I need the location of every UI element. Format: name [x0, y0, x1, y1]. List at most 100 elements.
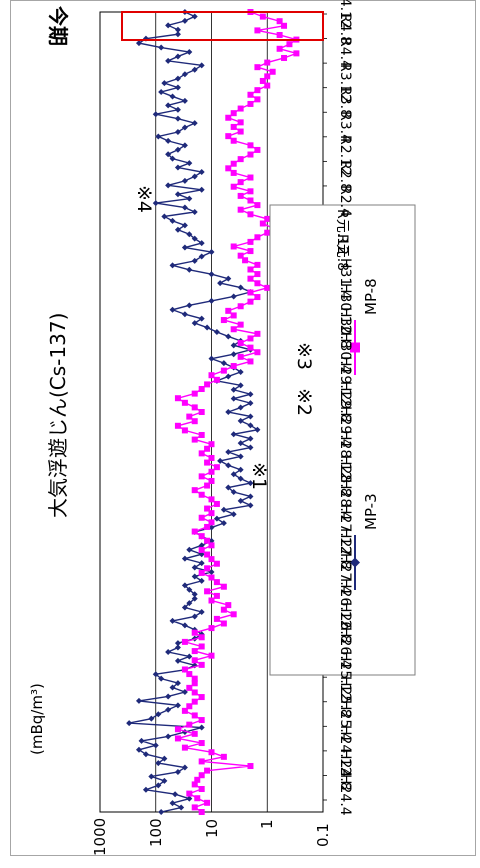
data-point: [138, 737, 145, 744]
data-point: [217, 280, 224, 287]
data-point: [208, 297, 215, 304]
data-point: [230, 169, 237, 176]
legend-marker-mp-3: [350, 557, 360, 568]
data-point: [237, 156, 244, 163]
data-point: [198, 253, 205, 260]
data-point: [186, 302, 193, 309]
data-point: [142, 786, 149, 793]
data-point: [126, 720, 133, 727]
data-point: [198, 542, 205, 549]
data-point: [247, 174, 254, 181]
data-point: [208, 749, 215, 756]
legend-label-mp8: MP-8: [362, 278, 380, 315]
data-point: [237, 303, 244, 310]
data-point: [191, 173, 198, 180]
data-point: [220, 506, 227, 513]
y-axis-unit-label: (mBq/m³): [28, 683, 46, 755]
data-point: [198, 786, 205, 793]
data-point: [198, 609, 205, 615]
data-point: [194, 776, 201, 783]
data-point: [269, 68, 276, 75]
data-point: [191, 689, 198, 696]
data-point: [191, 712, 198, 719]
data-point: [208, 372, 215, 379]
data-point: [191, 730, 198, 737]
data-point: [158, 675, 165, 682]
data-point: [247, 763, 254, 770]
data-point: [186, 600, 193, 607]
data-point: [208, 625, 215, 632]
data-point: [208, 510, 215, 517]
data-point: [247, 391, 254, 398]
data-point: [186, 195, 193, 202]
data-point: [208, 441, 215, 448]
data-point: [264, 284, 271, 291]
data-point: [158, 89, 165, 95]
data-point: [254, 426, 261, 433]
data-point: [186, 413, 193, 420]
data-point: [247, 493, 254, 500]
data-point: [230, 312, 237, 319]
data-point: [225, 275, 232, 282]
data-point: [254, 271, 261, 278]
data-point: [186, 721, 193, 728]
data-point: [204, 381, 211, 388]
data-point: [247, 422, 254, 429]
data-point: [237, 497, 244, 504]
data-point: [148, 715, 155, 722]
data-point: [198, 62, 205, 69]
data-point: [247, 238, 254, 245]
current-period-highlight: [121, 11, 324, 41]
data-point: [254, 294, 261, 301]
data-point: [191, 698, 198, 705]
data-point: [237, 453, 244, 460]
x-tick-label: R4.12: [337, 0, 353, 29]
data-point: [293, 50, 300, 57]
data-point: [254, 202, 261, 209]
data-point: [247, 444, 254, 451]
data-point: [198, 431, 205, 438]
data-point: [181, 204, 188, 211]
data-point: [191, 418, 198, 425]
data-point: [155, 760, 162, 767]
data-point: [237, 206, 244, 213]
data-point: [191, 257, 198, 264]
data-point: [204, 537, 211, 544]
data-point: [198, 809, 205, 815]
data-point: [276, 18, 283, 25]
data-point: [174, 146, 181, 153]
data-point: [225, 307, 232, 314]
data-point: [204, 482, 211, 489]
y-tick-label: 100: [146, 818, 165, 847]
data-point: [230, 342, 237, 349]
data-point: [204, 799, 211, 806]
data-point: [237, 105, 244, 112]
data-point: [178, 804, 185, 811]
data-point: [213, 515, 220, 522]
data-point: [155, 782, 162, 789]
data-point: [204, 445, 211, 452]
data-point: [165, 733, 172, 740]
data-point: [181, 124, 188, 131]
data-point: [247, 298, 254, 305]
data-point: [213, 376, 220, 383]
data-point: [169, 800, 176, 807]
data-point: [254, 261, 261, 268]
data-point: [142, 751, 149, 758]
data-point: [174, 726, 181, 733]
data-point: [237, 128, 244, 135]
data-point: [204, 459, 211, 466]
data-point: [181, 399, 188, 406]
data-point: [174, 226, 181, 233]
legend-label-mp3: MP-3: [362, 493, 380, 530]
data-point: [204, 565, 211, 572]
annotation-note-3: ※3: [293, 342, 315, 371]
data-point: [247, 142, 254, 149]
data-point: [191, 390, 198, 397]
data-point: [208, 519, 215, 526]
data-point: [191, 436, 198, 443]
data-point: [237, 340, 244, 347]
data-point: [230, 351, 237, 358]
data-point: [208, 355, 215, 362]
data-point: [191, 209, 198, 215]
